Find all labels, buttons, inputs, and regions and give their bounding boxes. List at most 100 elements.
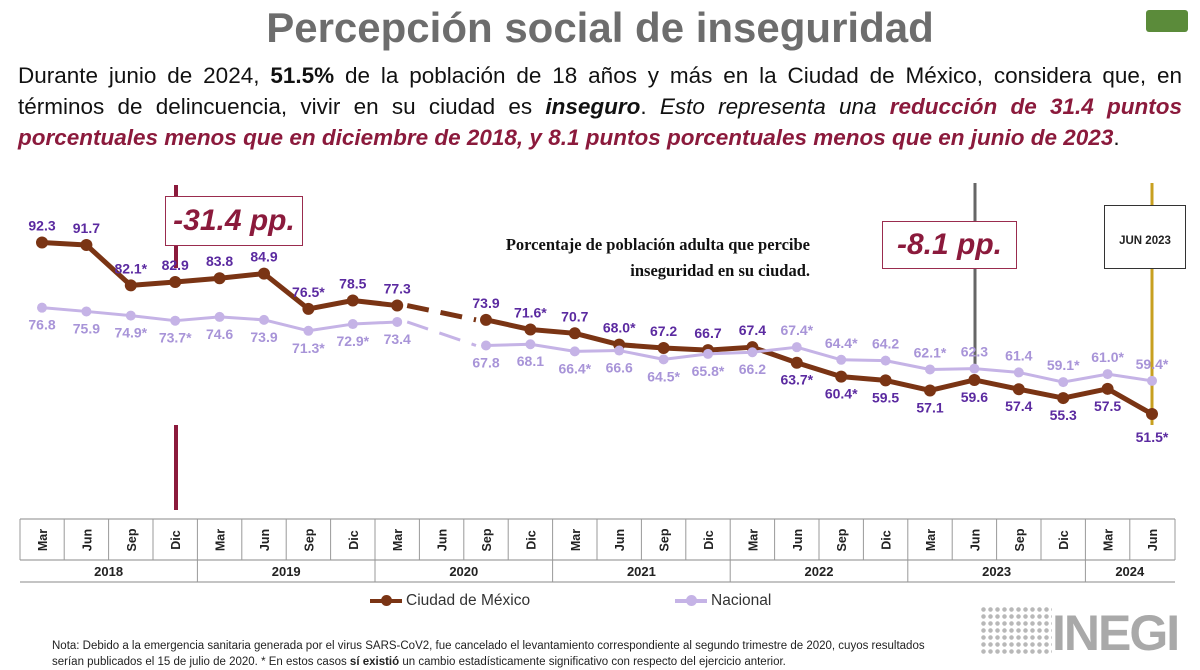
data-label-nacional-16: 66.2 <box>739 361 766 377</box>
data-label-cdmx-6: 76.5* <box>292 284 325 300</box>
x-tick-label-16: Mar <box>746 529 760 551</box>
data-label-nacional-13: 66.6 <box>606 360 633 376</box>
series-line-cdmx-1 <box>485 317 1154 417</box>
point-cdmx-12 <box>568 327 581 340</box>
x-tick-label-21: Jun <box>968 529 982 551</box>
point-cdmx-20 <box>924 384 936 397</box>
data-label-cdmx-14: 67.2 <box>650 323 677 339</box>
point-nacional-21 <box>969 363 980 374</box>
data-label-cdmx-11: 71.6* <box>514 305 547 321</box>
x-tick-label-22: Sep <box>1013 528 1027 551</box>
point-cdmx-0 <box>36 236 48 249</box>
intro-inseguro: inseguro <box>545 94 641 119</box>
data-label-nacional-12: 66.4* <box>558 360 591 376</box>
point-cdmx-14 <box>657 342 670 355</box>
point-nacional-14 <box>658 354 669 365</box>
x-tick-label-13: Jun <box>613 529 627 551</box>
chart-legend: Ciudad de México Nacional <box>370 592 890 614</box>
x-tick-label-4: Mar <box>214 529 228 551</box>
point-nacional-16 <box>747 347 758 358</box>
point-nacional-15 <box>703 348 713 359</box>
data-label-nacional-6: 71.3* <box>292 340 325 356</box>
year-label-2022: 2022 <box>805 564 834 579</box>
point-cdmx-24 <box>1101 382 1114 395</box>
x-tick-label-19: Dic <box>880 530 894 550</box>
data-label-cdmx-13: 68.0* <box>603 320 636 336</box>
data-label-cdmx-17: 63.7* <box>780 372 813 388</box>
callout-jun-2023: -8.1 pp. <box>882 221 1017 269</box>
data-label-nacional-7: 72.9* <box>336 333 369 349</box>
point-nacional-4 <box>214 311 225 322</box>
point-nacional-22 <box>1013 367 1024 378</box>
point-cdmx-19 <box>879 374 892 387</box>
data-label-nacional-5: 73.9 <box>250 329 277 345</box>
x-tick-label-1: Jun <box>80 529 94 551</box>
inegi-logo-text: INEGI <box>1052 605 1180 661</box>
year-label-2018: 2018 <box>94 564 123 579</box>
x-tick-label-25: Jun <box>1146 529 1160 551</box>
point-cdmx-10 <box>480 313 492 326</box>
intro-part-1: Durante junio de 2024, <box>18 63 271 88</box>
data-label-cdmx-15: 66.7 <box>694 325 721 341</box>
data-label-nacional-2: 74.9* <box>114 325 147 341</box>
point-cdmx-5 <box>258 267 270 280</box>
data-label-nacional-19: 64.2 <box>872 336 899 352</box>
intro-part-4: Esto representa una <box>659 94 890 119</box>
point-nacional-2 <box>125 310 136 321</box>
legend-item-cdmx: Ciudad de México <box>370 592 530 610</box>
data-label-cdmx-10: 73.9 <box>472 295 499 311</box>
footnote-part-1: Nota: Debido a la emergencia sanitaria g… <box>52 640 925 668</box>
footnote: Nota: Debido a la emergencia sanitaria g… <box>52 638 952 670</box>
point-cdmx-4 <box>213 272 226 285</box>
point-nacional-18 <box>836 354 847 365</box>
point-cdmx-6 <box>302 302 315 315</box>
legend-swatch-cdmx <box>370 595 402 606</box>
data-label-cdmx-4: 83.8 <box>206 253 233 269</box>
year-label-2021: 2021 <box>627 564 656 579</box>
x-tick-label-24: Mar <box>1102 529 1116 551</box>
point-nacional-23 <box>1058 377 1069 388</box>
year-label-2024: 2024 <box>1115 564 1145 579</box>
x-tick-label-3: Dic <box>169 530 183 550</box>
point-cdmx-18 <box>835 370 848 383</box>
intro-paragraph: Durante junio de 2024, 51.5% de la pobla… <box>18 60 1182 153</box>
data-label-nacional-18: 64.4* <box>825 335 858 351</box>
x-tick-label-14: Sep <box>658 528 672 551</box>
point-nacional-12 <box>569 346 580 357</box>
year-label-2020: 2020 <box>449 564 478 579</box>
data-label-nacional-8: 73.4 <box>384 331 411 347</box>
x-tick-label-8: Mar <box>391 529 405 551</box>
inegi-logo-dots <box>980 606 1052 654</box>
data-label-cdmx-18: 60.4* <box>825 386 858 402</box>
intro-reduction: reducción de 31.4 puntos porcentuales me… <box>18 94 1182 150</box>
legend-swatch-nacional <box>675 595 707 606</box>
x-tick-label-5: Jun <box>258 529 272 551</box>
data-label-nacional-4: 74.6 <box>206 326 233 342</box>
point-nacional-25 <box>1147 375 1157 386</box>
x-tick-label-2: Sep <box>125 528 139 551</box>
point-nacional-3 <box>170 315 181 326</box>
point-nacional-5 <box>259 314 269 325</box>
x-tick-label-15: Dic <box>702 530 716 550</box>
point-cdmx-23 <box>1057 392 1070 405</box>
footnote-part-2: un cambio estadísticamente significativo… <box>399 656 786 668</box>
data-label-nacional-24: 61.0* <box>1091 349 1124 365</box>
x-tick-label-6: Sep <box>302 528 316 551</box>
point-cdmx-11 <box>524 323 537 336</box>
inegi-logo: INEGI <box>980 598 1180 662</box>
data-label-cdmx-2: 82.1* <box>114 260 147 276</box>
data-label-nacional-22: 61.4 <box>1005 347 1032 363</box>
point-nacional-17 <box>791 342 802 353</box>
point-cdmx-1 <box>80 239 93 252</box>
chart-caption-line-1: Porcentaje de población adulta que perci… <box>505 235 810 254</box>
data-label-cdmx-0: 92.3 <box>28 217 55 233</box>
data-label-cdmx-1: 91.7 <box>73 220 100 236</box>
data-label-nacional-11: 68.1 <box>517 353 544 369</box>
x-tick-label-18: Sep <box>835 528 849 551</box>
point-nacional-19 <box>880 355 891 366</box>
data-label-cdmx-7: 78.5 <box>339 276 366 292</box>
point-cdmx-7 <box>346 294 359 307</box>
point-nacional-7 <box>347 319 358 330</box>
data-label-cdmx-16: 67.4 <box>739 322 766 338</box>
